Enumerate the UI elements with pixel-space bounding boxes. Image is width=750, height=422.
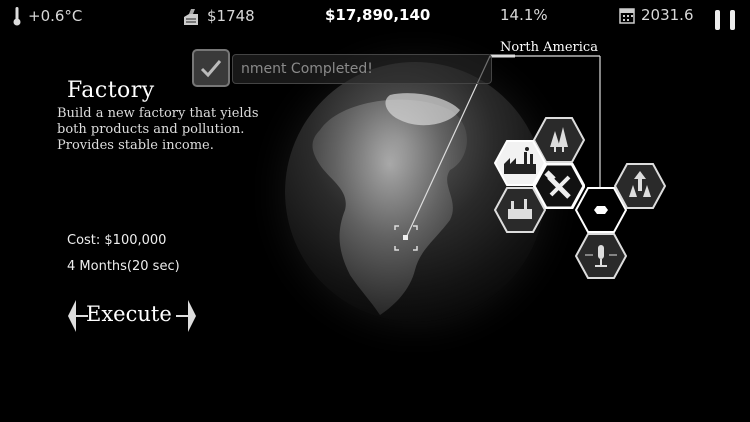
temperature-stat: +0.6°C [12, 6, 82, 26]
description-line: both products and pollution. [57, 122, 245, 137]
income-stat: $1748 [181, 6, 255, 26]
execute-frame [68, 300, 196, 332]
hex-tools-button[interactable] [532, 162, 586, 210]
temperature-value: +0.6°C [28, 7, 83, 25]
action-title: Factory [67, 78, 155, 103]
toast-text: nment Completed! [232, 54, 492, 84]
forest-icon [532, 117, 586, 163]
action-duration: 4 Months(20 sec) [67, 259, 180, 274]
income-value: $1748 [207, 7, 255, 25]
upgrade-forest-icon [613, 163, 667, 209]
description-line: Provides stable income. [57, 138, 214, 153]
thermometer-icon [13, 7, 21, 26]
toast-check [192, 49, 230, 87]
percent-value: 14.1% [500, 6, 548, 24]
calendar-icon [619, 8, 635, 24]
hex-forest-button[interactable] [532, 117, 586, 163]
top-hud: +0.6°C $1748 $17,890,140 14.1% 2031.6 [0, 0, 750, 34]
achievement-toast: nment Completed! [192, 49, 492, 87]
hex-mic-button[interactable] [574, 233, 628, 279]
industry-build-icon [493, 187, 547, 233]
pause-button[interactable] [712, 8, 738, 32]
hex-upgrade-button[interactable] [613, 163, 667, 209]
money-value: $17,890,140 [325, 6, 431, 24]
tools-icon [532, 162, 586, 210]
pause-icon [715, 10, 735, 30]
percent-stat: 14.1% [500, 6, 548, 24]
checkmark-icon [200, 60, 222, 78]
execute-label: Execute [86, 302, 172, 326]
region-label: North America [500, 40, 598, 55]
money-stat: $17,890,140 [325, 6, 430, 24]
center-node-icon [574, 187, 628, 233]
execute-button[interactable]: Execute [60, 297, 204, 335]
year-value: 2031.6 [641, 6, 694, 24]
hex-industry-button[interactable] [493, 187, 547, 233]
description-line: Build a new factory that yields [57, 106, 259, 121]
action-description: Build a new factory that yields both pro… [57, 106, 287, 154]
action-cost: Cost: $100,000 [67, 233, 167, 248]
target-reticle[interactable] [394, 225, 418, 251]
year-stat: 2031.6 [619, 6, 694, 24]
money-bag-icon [184, 9, 198, 25]
hex-center-button[interactable] [574, 187, 628, 233]
mic-icon [574, 233, 628, 279]
north-america-landmass [312, 93, 467, 315]
